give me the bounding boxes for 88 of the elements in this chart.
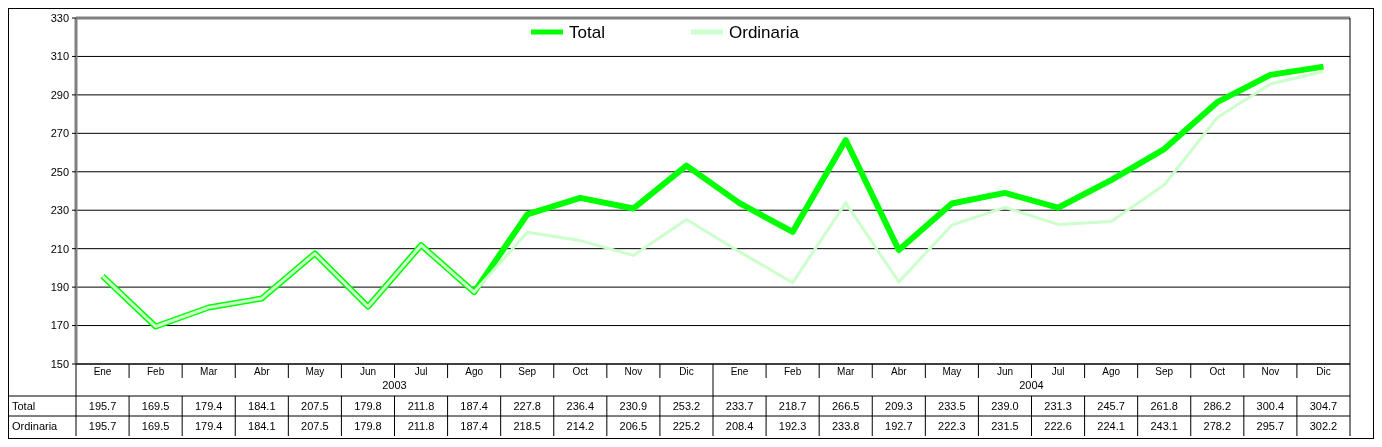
data-label: 286.2 xyxy=(1203,399,1232,412)
y-tick-label: 270 xyxy=(50,127,69,140)
legend-label: Total xyxy=(569,22,605,42)
x-tick-label: Jul xyxy=(414,366,428,377)
y-tick-label: 290 xyxy=(50,88,69,101)
data-label: 207.5 xyxy=(301,399,329,412)
data-label: 245.7 xyxy=(1097,399,1125,412)
text: Total xyxy=(12,399,36,412)
data-label: 295.7 xyxy=(1256,419,1285,432)
x-tick-label: May xyxy=(305,366,325,377)
text: 2004 xyxy=(1019,379,1044,391)
data-label: 231.3 xyxy=(1044,399,1072,412)
data-label: 300.4 xyxy=(1256,399,1285,412)
data-label: 225.2 xyxy=(672,419,701,432)
x-tick-label: Jun xyxy=(359,366,377,377)
data-label: 179.4 xyxy=(194,399,223,412)
y-tick-label: 230 xyxy=(50,204,69,217)
data-label: 253.2 xyxy=(672,399,701,412)
y-tick-label: 170 xyxy=(50,319,69,332)
x-tick-label: Nov xyxy=(624,366,643,377)
legend-label: Ordinaria xyxy=(729,22,800,42)
y-tick-label: 330 xyxy=(50,11,69,24)
x-tick-label: Feb xyxy=(784,366,802,377)
x-tick-label: Oct xyxy=(572,366,589,377)
x-tick-label: Mar xyxy=(837,366,855,377)
data-label: 209.3 xyxy=(885,399,913,412)
y-tick-label: 310 xyxy=(50,50,69,63)
data-label: 179.4 xyxy=(194,419,223,432)
data-label: 195.7 xyxy=(88,419,117,432)
data-label: 233.5 xyxy=(938,399,966,412)
data-label: 184.1 xyxy=(248,399,276,412)
data-label: 184.1 xyxy=(248,419,276,432)
x-tick-label: May xyxy=(942,366,962,377)
text: Ordinaria xyxy=(12,419,58,432)
data-label: 179.8 xyxy=(354,419,382,432)
data-label: 218.5 xyxy=(513,419,541,432)
data-label: 278.2 xyxy=(1203,419,1232,432)
x-tick-label: Mar xyxy=(200,366,218,377)
data-label: 243.1 xyxy=(1150,419,1178,432)
y-tick-label: 250 xyxy=(50,165,69,178)
data-label: 222.6 xyxy=(1044,419,1072,432)
x-tick-label: Sep xyxy=(518,366,537,377)
x-tick-label: Nov xyxy=(1261,366,1280,377)
data-label: 192.7 xyxy=(885,419,913,432)
x-tick-label: Ene xyxy=(93,366,112,377)
x-tick-label: Abr xyxy=(254,366,271,377)
data-label: 214.2 xyxy=(566,419,595,432)
data-label: 230.9 xyxy=(619,399,648,412)
data-label: 187.4 xyxy=(460,419,488,432)
data-label: 169.5 xyxy=(141,419,170,432)
data-label: 206.5 xyxy=(619,419,648,432)
x-tick-label: Feb xyxy=(147,366,165,377)
x-tick-label: Ago xyxy=(1102,366,1121,377)
data-label: 304.7 xyxy=(1309,399,1338,412)
x-tick-label: Ene xyxy=(730,366,749,377)
data-label: 224.1 xyxy=(1097,419,1125,432)
x-tick-label: Sep xyxy=(1155,366,1174,377)
data-label: 169.5 xyxy=(141,399,170,412)
text: 2003 xyxy=(382,379,407,391)
data-label: 211.8 xyxy=(407,419,435,432)
data-label: 261.8 xyxy=(1150,399,1178,412)
y-tick-label: 210 xyxy=(50,242,69,255)
x-tick-label: Dic xyxy=(679,366,694,377)
data-label: 236.4 xyxy=(566,399,595,412)
data-label: 208.4 xyxy=(725,419,754,432)
data-label: 207.5 xyxy=(301,419,329,432)
data-label: 239.0 xyxy=(991,399,1019,412)
x-tick-label: Ago xyxy=(465,366,484,377)
data-label: 187.4 xyxy=(460,399,488,412)
x-tick-label: Jun xyxy=(996,366,1014,377)
data-label: 227.8 xyxy=(513,399,541,412)
x-tick-label: Dic xyxy=(1316,366,1331,377)
data-label: 195.7 xyxy=(88,399,117,412)
data-label: 218.7 xyxy=(778,399,807,412)
data-label: 233.7 xyxy=(725,399,754,412)
data-label: 211.8 xyxy=(407,399,435,412)
x-tick-label: Jul xyxy=(1051,366,1065,377)
data-label: 222.3 xyxy=(938,419,966,432)
data-label: 231.5 xyxy=(991,419,1019,432)
x-tick-label: Abr xyxy=(891,366,908,377)
x-tick-label: Oct xyxy=(1209,366,1226,377)
data-label: 179.8 xyxy=(354,399,382,412)
data-label: 192.3 xyxy=(778,419,807,432)
data-label: 266.5 xyxy=(831,399,860,412)
data-label: 302.2 xyxy=(1309,419,1338,432)
y-tick-label: 150 xyxy=(50,357,69,370)
y-tick-label: 190 xyxy=(50,280,69,293)
data-label: 233.8 xyxy=(831,419,860,432)
